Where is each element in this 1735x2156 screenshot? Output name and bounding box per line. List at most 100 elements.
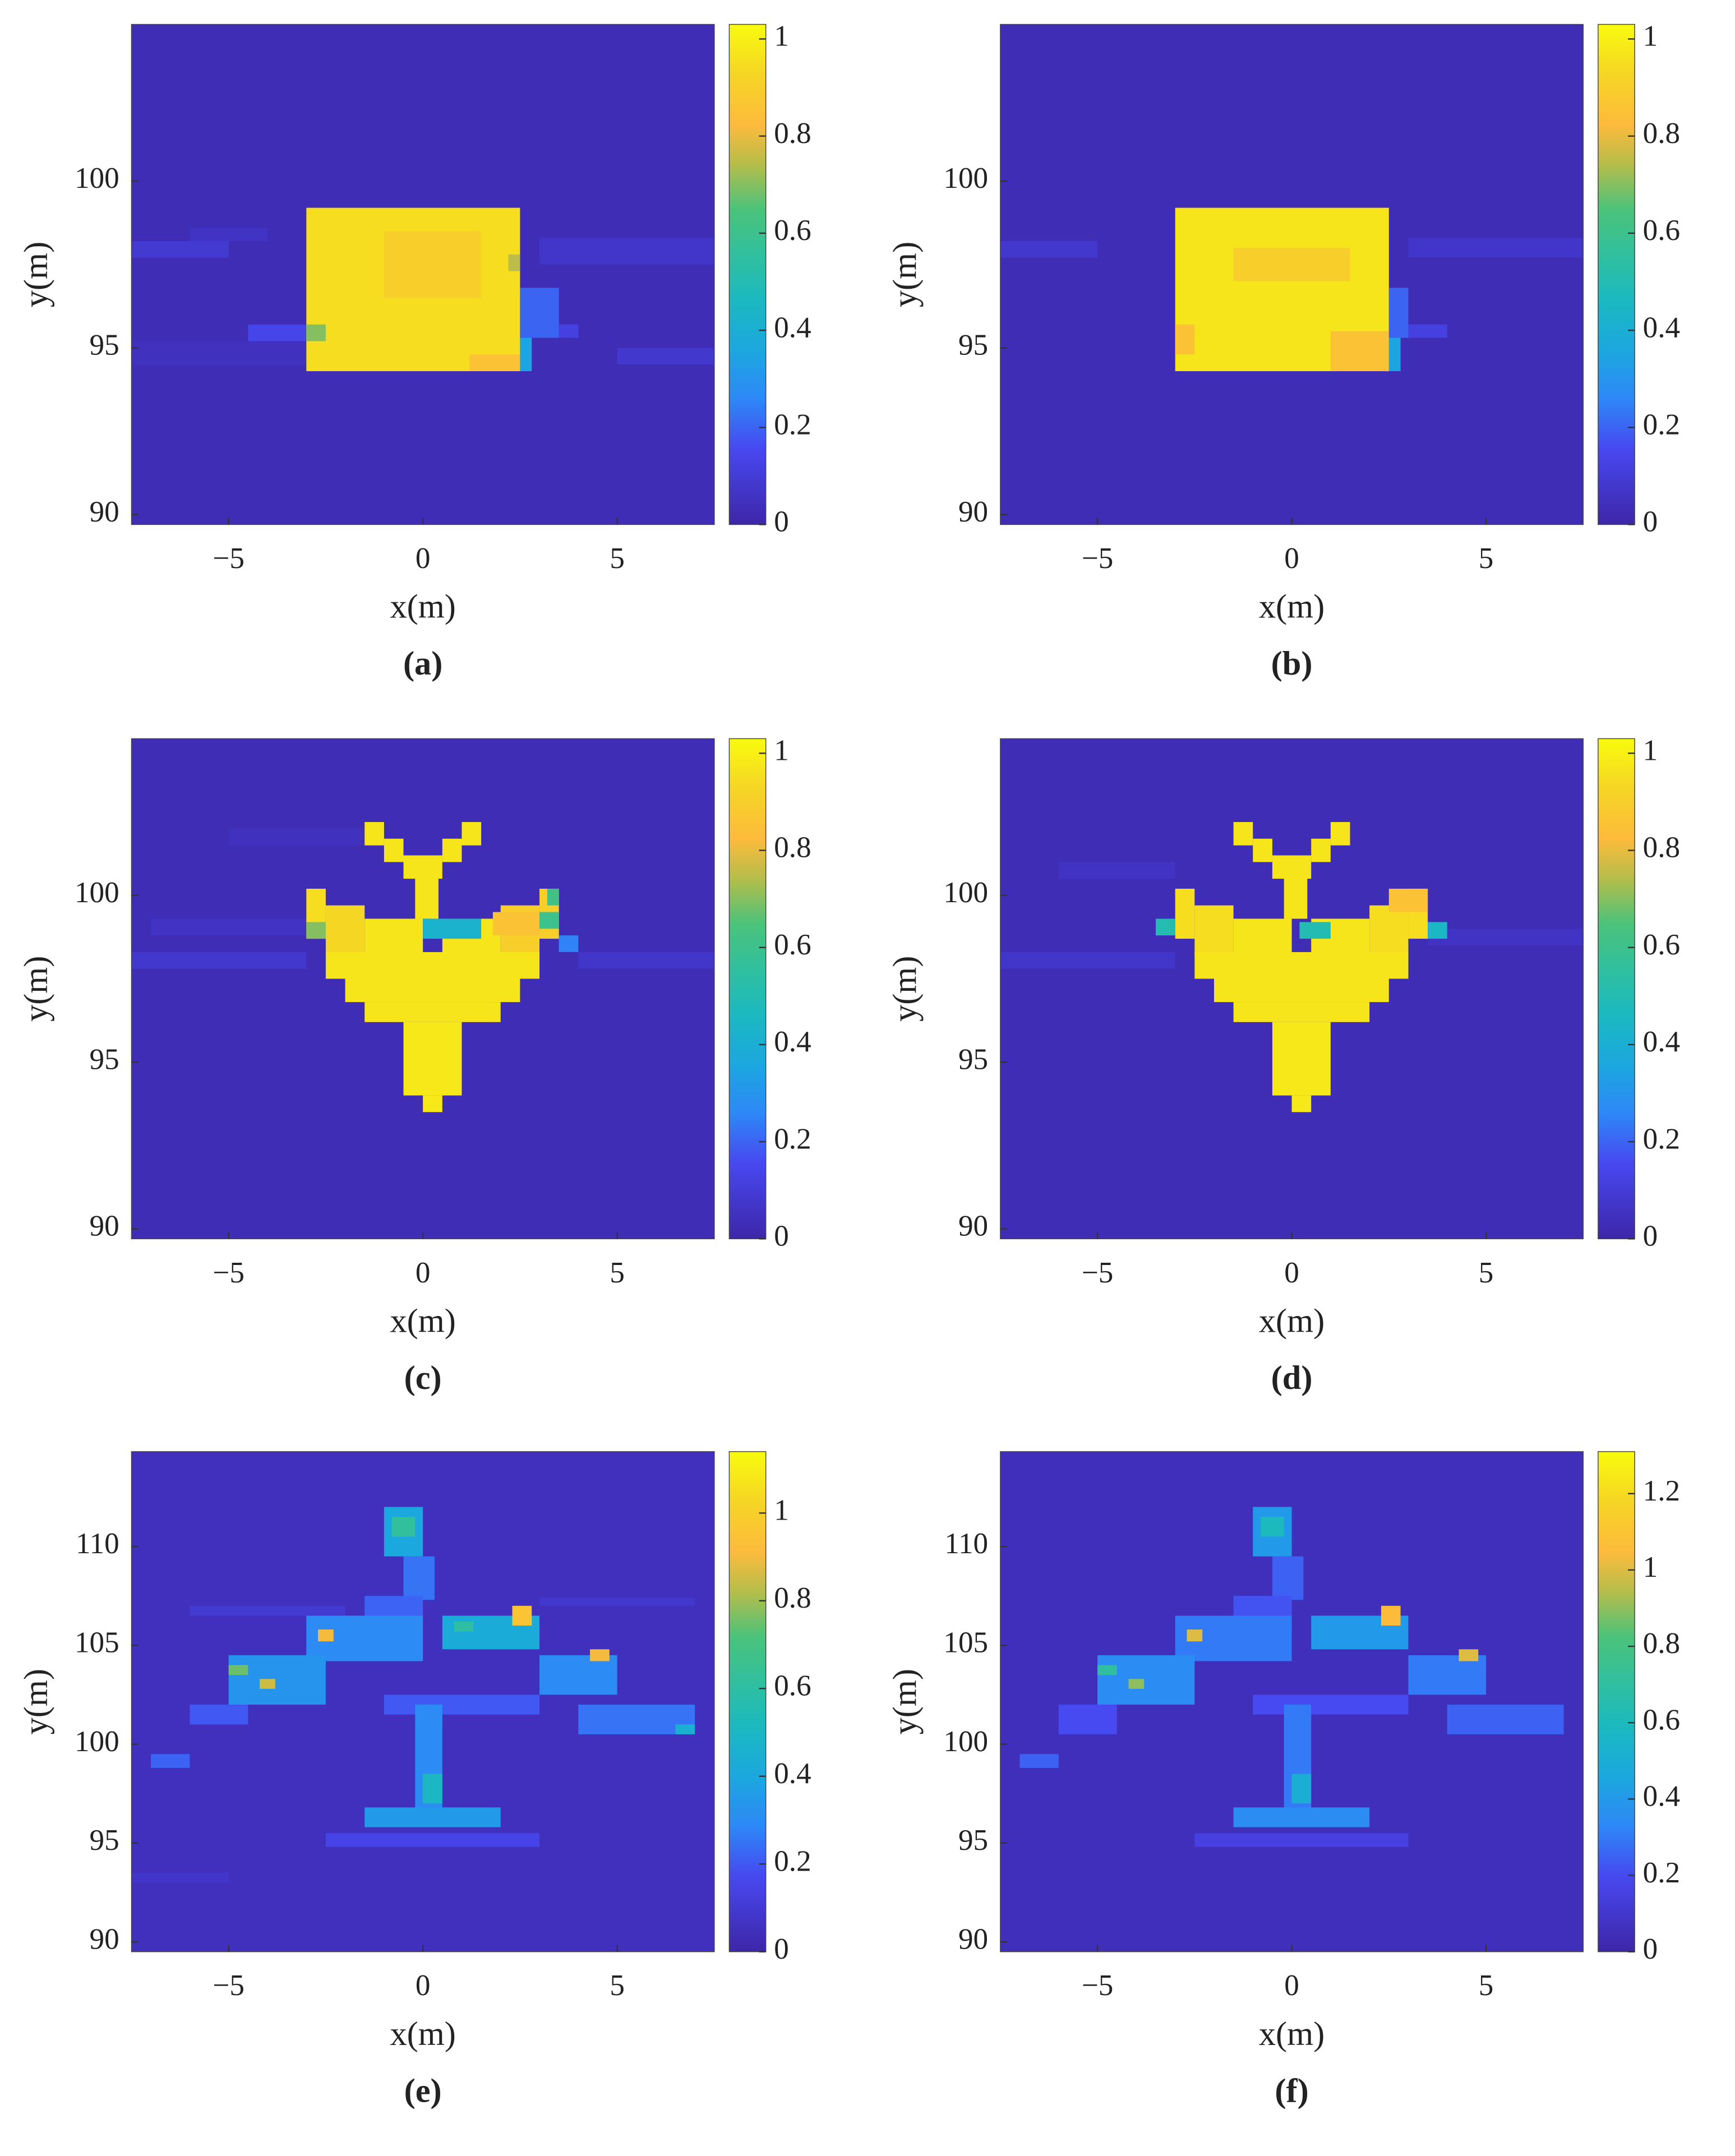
- heatmap: [131, 24, 714, 525]
- cell: [1272, 1022, 1331, 1096]
- y-tick-label: 90: [958, 495, 988, 528]
- cell: [1284, 872, 1308, 919]
- x-axis-label: x(m): [390, 1302, 455, 1340]
- cell: [384, 838, 404, 862]
- cell: [190, 1605, 345, 1616]
- y-axis-label: y(m): [17, 956, 55, 1022]
- cell: [1187, 1629, 1203, 1642]
- colorbar-tick-label: 1: [1643, 20, 1658, 53]
- cell: [1000, 241, 1098, 258]
- cell: [151, 1754, 190, 1768]
- cell: [1299, 922, 1331, 939]
- cell: [578, 1705, 695, 1734]
- panel: −5 0 5 90 95 100 x(m) y(m) (c) 0 0.2 0.4 0.6 0.8 1: [17, 734, 811, 1397]
- colorbar-tick-label: 0.8: [774, 1581, 811, 1614]
- caption: (b): [1271, 645, 1313, 682]
- cell: [539, 1655, 617, 1695]
- cell: [1058, 862, 1175, 879]
- y-axis-label: y(m): [886, 242, 924, 307]
- colorbar-tick-label: 1: [774, 20, 789, 53]
- colorbar-tick-label: 0.6: [774, 214, 811, 247]
- cell: [248, 324, 307, 341]
- y-tick-label: 90: [958, 1922, 988, 1955]
- x-tick-label: 5: [610, 1969, 625, 2002]
- cell: [364, 822, 384, 846]
- cell: [1000, 952, 1175, 969]
- y-tick-label: 105: [75, 1626, 119, 1659]
- colorbar-tick-label: 0.6: [1643, 214, 1680, 247]
- y-tick-label: 90: [90, 1209, 119, 1243]
- y-tick-label: 95: [958, 1042, 988, 1075]
- cell: [403, 1556, 435, 1600]
- heatmap: [131, 1451, 714, 1952]
- panel: −5 0 5 90 95 100 105 110 x(m) y(m) (f) 0 0.2 0.4 0.6 0.…: [886, 1451, 1680, 2109]
- colorbar-tick-label: 0.8: [1643, 1627, 1680, 1660]
- cell: [1311, 838, 1331, 862]
- cell: [423, 1095, 442, 1112]
- cell: [1388, 288, 1409, 338]
- cell: [520, 338, 532, 371]
- cell: [228, 1655, 326, 1705]
- cell: [151, 918, 307, 936]
- colorbar: [728, 738, 767, 1240]
- cell: [1447, 1705, 1564, 1734]
- colorbar-tick-label: 0.6: [1643, 928, 1680, 961]
- colorbar-tick-label: 0.2: [1643, 1122, 1680, 1155]
- cell: [306, 922, 326, 939]
- cell: [1388, 888, 1428, 912]
- cell: [1284, 1705, 1312, 1823]
- cell: [1330, 822, 1350, 846]
- cell: [617, 348, 714, 365]
- cell: [384, 1695, 540, 1715]
- cell: [1291, 1774, 1312, 1804]
- cell: [131, 341, 307, 365]
- cell: [1459, 1649, 1479, 1661]
- x-tick-label: −5: [213, 1256, 244, 1289]
- y-tick-label: 90: [90, 1922, 119, 1955]
- y-tick-label: 100: [943, 1725, 988, 1758]
- y-tick-label: 95: [90, 328, 119, 361]
- cell: [1097, 1665, 1117, 1675]
- x-tick-label: −5: [213, 542, 244, 575]
- y-tick-label: 100: [943, 876, 988, 909]
- y-tick-label: 100: [943, 161, 988, 195]
- y-tick-label: 100: [75, 1725, 119, 1758]
- x-tick-label: 0: [416, 542, 431, 575]
- x-tick-label: 5: [1479, 1256, 1494, 1289]
- y-axis-label: y(m): [886, 1669, 924, 1734]
- x-tick-label: 0: [416, 1969, 431, 2002]
- cell: [520, 288, 559, 338]
- x-tick-label: 0: [1284, 542, 1299, 575]
- x-tick-label: 5: [610, 542, 625, 575]
- cell: [559, 324, 579, 338]
- x-tick-label: 5: [1479, 542, 1494, 575]
- cell: [1156, 918, 1175, 936]
- cell: [1428, 929, 1584, 946]
- x-axis-label: x(m): [390, 2015, 455, 2053]
- cell: [318, 1629, 334, 1642]
- y-tick-label: 105: [943, 1626, 988, 1659]
- heatmap: [131, 738, 714, 1239]
- caption: (e): [404, 2072, 442, 2109]
- cell: [325, 952, 540, 979]
- cell: [423, 918, 482, 939]
- cell: [325, 1833, 540, 1847]
- cell: [190, 1705, 248, 1725]
- cell: [1253, 838, 1272, 862]
- y-tick-label: 95: [958, 1823, 988, 1857]
- cell: [415, 872, 439, 919]
- colorbar-tick-label: 0: [1643, 1220, 1658, 1253]
- x-tick-label: 0: [416, 1256, 431, 1289]
- x-tick-label: 5: [610, 1256, 625, 1289]
- cell: [364, 1002, 501, 1022]
- cell: [1233, 1807, 1370, 1827]
- cell: [1058, 1705, 1117, 1734]
- colorbar-tick-label: 0.8: [774, 117, 811, 150]
- cell: [131, 952, 307, 969]
- colorbar-tick-label: 0.4: [1643, 1780, 1680, 1813]
- cell: [578, 952, 714, 969]
- x-axis-label: x(m): [1259, 588, 1325, 626]
- cell: [384, 231, 482, 298]
- colorbar-tick-label: 0.6: [1643, 1703, 1680, 1736]
- panel: −5 0 5 90 95 100 x(m) y(m) (a) 0 0.2 0.4 0.6 0.8 1: [17, 20, 811, 682]
